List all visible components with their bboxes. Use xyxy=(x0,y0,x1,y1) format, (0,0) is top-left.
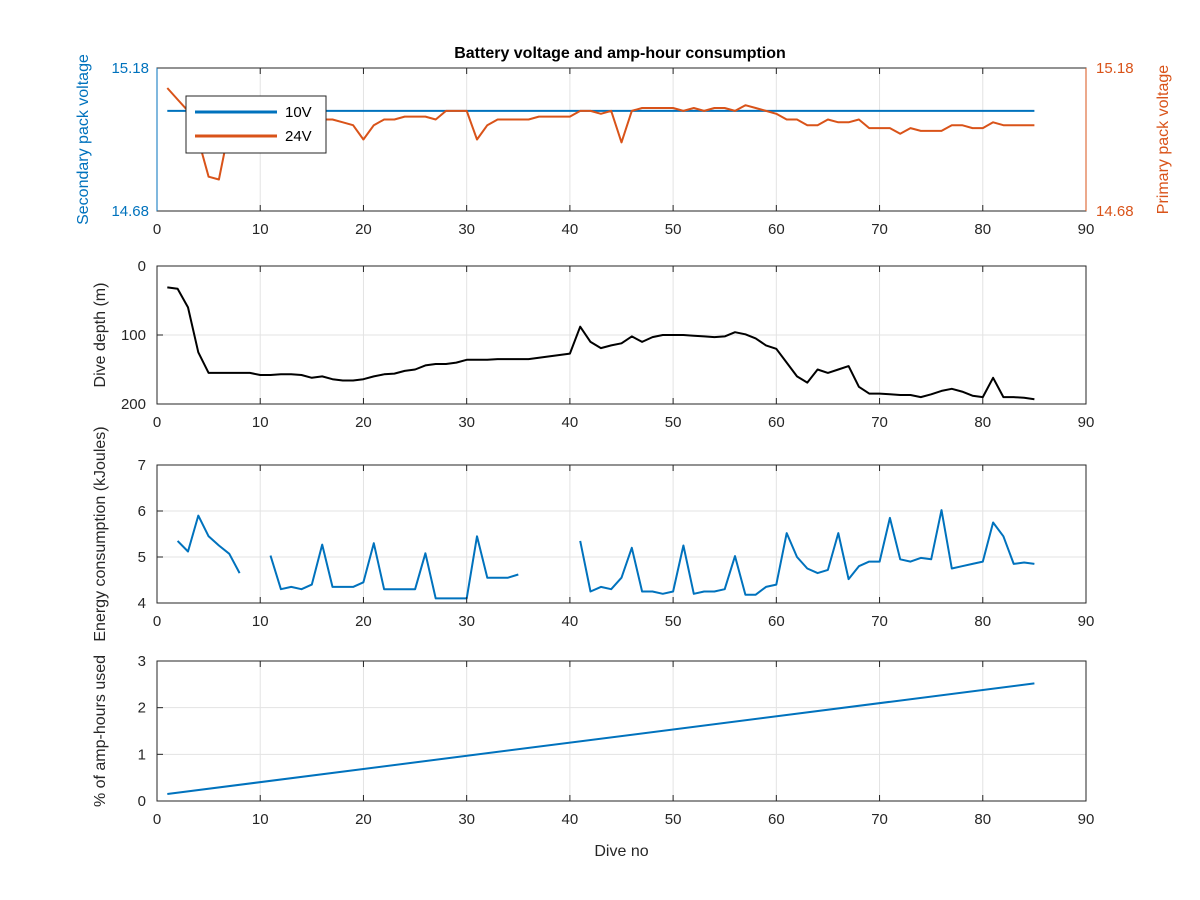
x-tick-label: 40 xyxy=(562,414,579,431)
x-tick-label: 70 xyxy=(871,414,888,431)
chart-panels: 0 10 20 30 40 50 60 70 80 9014.6815.1814.6815.18S… xyxy=(75,54,1172,860)
x-tick-label: 40 xyxy=(562,613,579,630)
x-tick-label: 90 xyxy=(1078,811,1095,828)
x-tick-label: 20 xyxy=(355,221,372,238)
series-line-2-1 xyxy=(167,286,1035,401)
x-tick-label: 20 xyxy=(355,811,372,828)
y-tick-label: 6 xyxy=(138,503,146,520)
x-tick-label: 0 xyxy=(153,811,161,828)
x-tick-label: 50 xyxy=(665,414,682,431)
y-tick-label-left: 15.18 xyxy=(111,60,149,77)
x-tick-label: 20 xyxy=(355,613,372,630)
y-tick-label: 4 xyxy=(138,595,146,612)
series-line-3-1-segment xyxy=(269,535,519,600)
chart-panel-1: 0 10 20 30 40 50 60 70 80 9014.6815.1814.6815.18S… xyxy=(75,54,1172,238)
x-tick-label: 10 xyxy=(252,414,269,431)
y-tick-label: 200 xyxy=(121,396,146,413)
x-tick-label: 40 xyxy=(562,811,579,828)
figure-title: Battery voltage and amp-hour consumption xyxy=(454,45,786,62)
y-axis-label: % of amp-hours used xyxy=(92,655,109,807)
x-tick-label: 70 xyxy=(871,613,888,630)
x-axis-label: Dive no xyxy=(594,843,648,860)
plot-area xyxy=(157,465,1086,603)
y-axis-label-left: Secondary pack voltage xyxy=(75,54,92,225)
y-tick-label: 0 xyxy=(138,258,146,275)
y-axis-label: Energy consumption (kJoules) xyxy=(92,426,109,641)
x-tick-label: 90 xyxy=(1078,414,1095,431)
x-tick-label: 70 xyxy=(871,221,888,238)
chart-panel-2: 0 10 20 30 40 50 60 70 80 90 0 100 200 Dive depth (m) xyxy=(92,258,1094,431)
x-tick-label: 0 xyxy=(153,613,161,630)
y-tick-label-right: 14.68 xyxy=(1096,203,1134,220)
x-tick-label: 80 xyxy=(974,221,991,238)
x-tick-label: 60 xyxy=(768,414,785,431)
x-tick-label: 70 xyxy=(871,811,888,828)
x-tick-label: 10 xyxy=(252,221,269,238)
x-tick-label: 30 xyxy=(458,221,475,238)
y-tick-label: 7 xyxy=(138,457,146,474)
x-tick-label: 10 xyxy=(252,613,269,630)
y-axis-label: Dive depth (m) xyxy=(92,283,109,388)
plot-area xyxy=(157,661,1086,801)
x-tick-label: 0 xyxy=(153,221,161,238)
y-tick-label: 1 xyxy=(138,746,146,763)
x-tick-label: 90 xyxy=(1078,613,1095,630)
y-tick-label: 100 xyxy=(121,327,146,344)
x-tick-label: 40 xyxy=(562,221,579,238)
legend-label: 10V xyxy=(285,104,312,121)
y-tick-label: 3 xyxy=(138,653,146,670)
x-tick-label: 50 xyxy=(665,613,682,630)
series-line-3-1-segment xyxy=(176,514,241,574)
x-tick-label: 60 xyxy=(768,221,785,238)
y-tick-label-left: 14.68 xyxy=(111,203,149,220)
y-tick-label: 5 xyxy=(138,549,146,566)
legend-label: 24V xyxy=(285,128,312,145)
x-tick-label: 60 xyxy=(768,613,785,630)
y-tick-label: 0 xyxy=(138,793,146,810)
x-tick-label: 80 xyxy=(974,414,991,431)
x-tick-label: 30 xyxy=(458,811,475,828)
legend-box xyxy=(185,95,327,154)
x-tick-label: 90 xyxy=(1078,221,1095,238)
axes-box xyxy=(156,464,1087,604)
axes-box xyxy=(156,660,1087,802)
series-line-4-1 xyxy=(167,682,1035,795)
x-tick-label: 0 xyxy=(153,414,161,431)
y-tick-label: 2 xyxy=(138,700,146,717)
x-tick-label: 80 xyxy=(974,613,991,630)
y-tick-label-right: 15.18 xyxy=(1096,60,1134,77)
x-tick-label: 30 xyxy=(458,613,475,630)
x-tick-label: 80 xyxy=(974,811,991,828)
x-tick-label: 50 xyxy=(665,221,682,238)
x-tick-label: 20 xyxy=(355,414,372,431)
x-tick-label: 50 xyxy=(665,811,682,828)
chart-panel-3: 0 10 20 30 40 50 60 70 80 90 4 5 6 7 Energy consumptio… xyxy=(92,426,1094,641)
x-tick-label: 10 xyxy=(252,811,269,828)
x-tick-label: 30 xyxy=(458,414,475,431)
chart-panel-4: 0 10 20 30 40 50 60 70 80 90 0 1 2 3 % of amp-hours us… xyxy=(92,653,1094,860)
series-line-3-1-segment xyxy=(579,509,1035,596)
x-tick-label: 60 xyxy=(768,811,785,828)
y-axis-label-right: Primary pack voltage xyxy=(1155,65,1172,214)
